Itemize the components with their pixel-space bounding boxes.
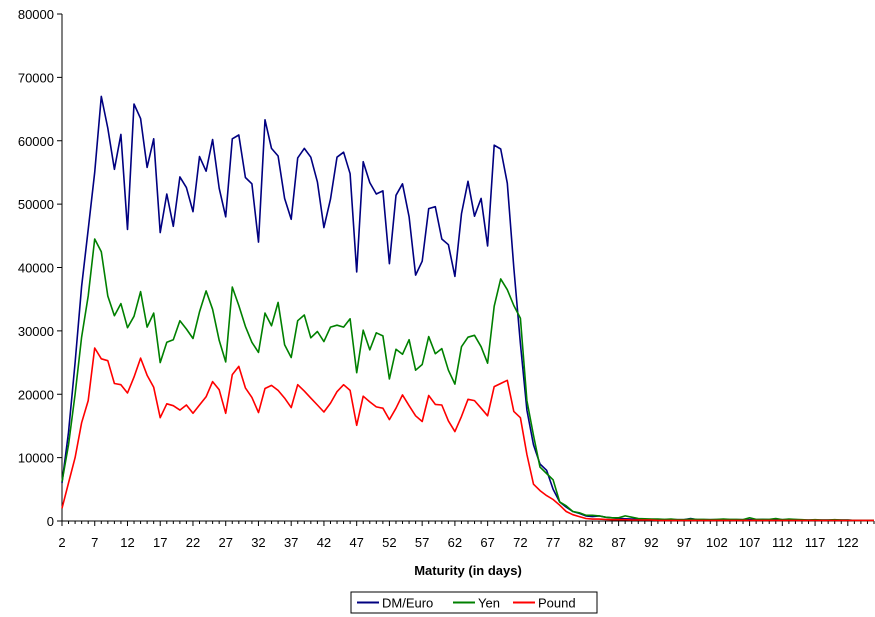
x-tick-label: 117 bbox=[805, 535, 826, 550]
x-tick-label: 57 bbox=[415, 535, 429, 550]
legend: DM/Euro Yen Pound bbox=[350, 591, 598, 614]
series-layer bbox=[61, 95, 874, 522]
x-tick-label: 7 bbox=[91, 535, 98, 550]
x-axis: 2 7 12 17 22 27 32 37 42 47 52 57 62 67 72 77 82 87 92 97 10… bbox=[58, 520, 875, 550]
x-tick-label: 22 bbox=[186, 535, 200, 550]
y-tick-label: 0 bbox=[47, 514, 54, 529]
series-line-yen bbox=[61, 238, 874, 522]
x-tick-label: 97 bbox=[677, 535, 691, 550]
x-tick-label: 82 bbox=[579, 535, 593, 550]
x-tick-label: 52 bbox=[382, 535, 396, 550]
y-axis: 0 10000 20000 30000 40000 50000 60000 70000 8000… bbox=[18, 7, 63, 529]
x-tick-label: 17 bbox=[153, 535, 167, 550]
y-tick-label: 20000 bbox=[18, 387, 54, 402]
x-axis-title: Maturity (in days) bbox=[414, 563, 522, 578]
y-tick-label: 40000 bbox=[18, 261, 54, 276]
x-tick-label: 102 bbox=[706, 535, 728, 550]
y-tick-label: 80000 bbox=[18, 7, 54, 22]
x-tick-label: 12 bbox=[120, 535, 134, 550]
y-tick-label: 30000 bbox=[18, 324, 54, 339]
x-tick-label: 42 bbox=[317, 535, 331, 550]
x-tick-label: 92 bbox=[644, 535, 658, 550]
x-tick-label: 107 bbox=[739, 535, 761, 550]
y-tick-label: 60000 bbox=[18, 134, 54, 149]
x-tick-label: 87 bbox=[611, 535, 625, 550]
x-tick-label: 72 bbox=[513, 535, 527, 550]
x-tick-label: 67 bbox=[480, 535, 494, 550]
x-tick-label: 62 bbox=[448, 535, 462, 550]
x-tick-label: 2 bbox=[58, 535, 65, 550]
x-tick-label: 37 bbox=[284, 535, 298, 550]
x-tick-label: 122 bbox=[837, 535, 859, 550]
x-tick-label: 112 bbox=[772, 535, 793, 550]
y-tick-label: 70000 bbox=[18, 70, 54, 85]
legend-label-yen: Yen bbox=[478, 596, 500, 611]
series-line-pound bbox=[61, 347, 874, 522]
legend-label-dm-euro: DM/Euro bbox=[382, 596, 433, 611]
x-tick-label: 32 bbox=[251, 535, 265, 550]
x-tick-label: 47 bbox=[349, 535, 363, 550]
x-tick-label: 27 bbox=[218, 535, 232, 550]
plot-area bbox=[62, 14, 874, 521]
y-tick-label: 10000 bbox=[18, 451, 54, 466]
y-tick-label: 50000 bbox=[18, 197, 54, 212]
legend-label-pound: Pound bbox=[538, 596, 576, 611]
x-tick-label: 77 bbox=[546, 535, 560, 550]
